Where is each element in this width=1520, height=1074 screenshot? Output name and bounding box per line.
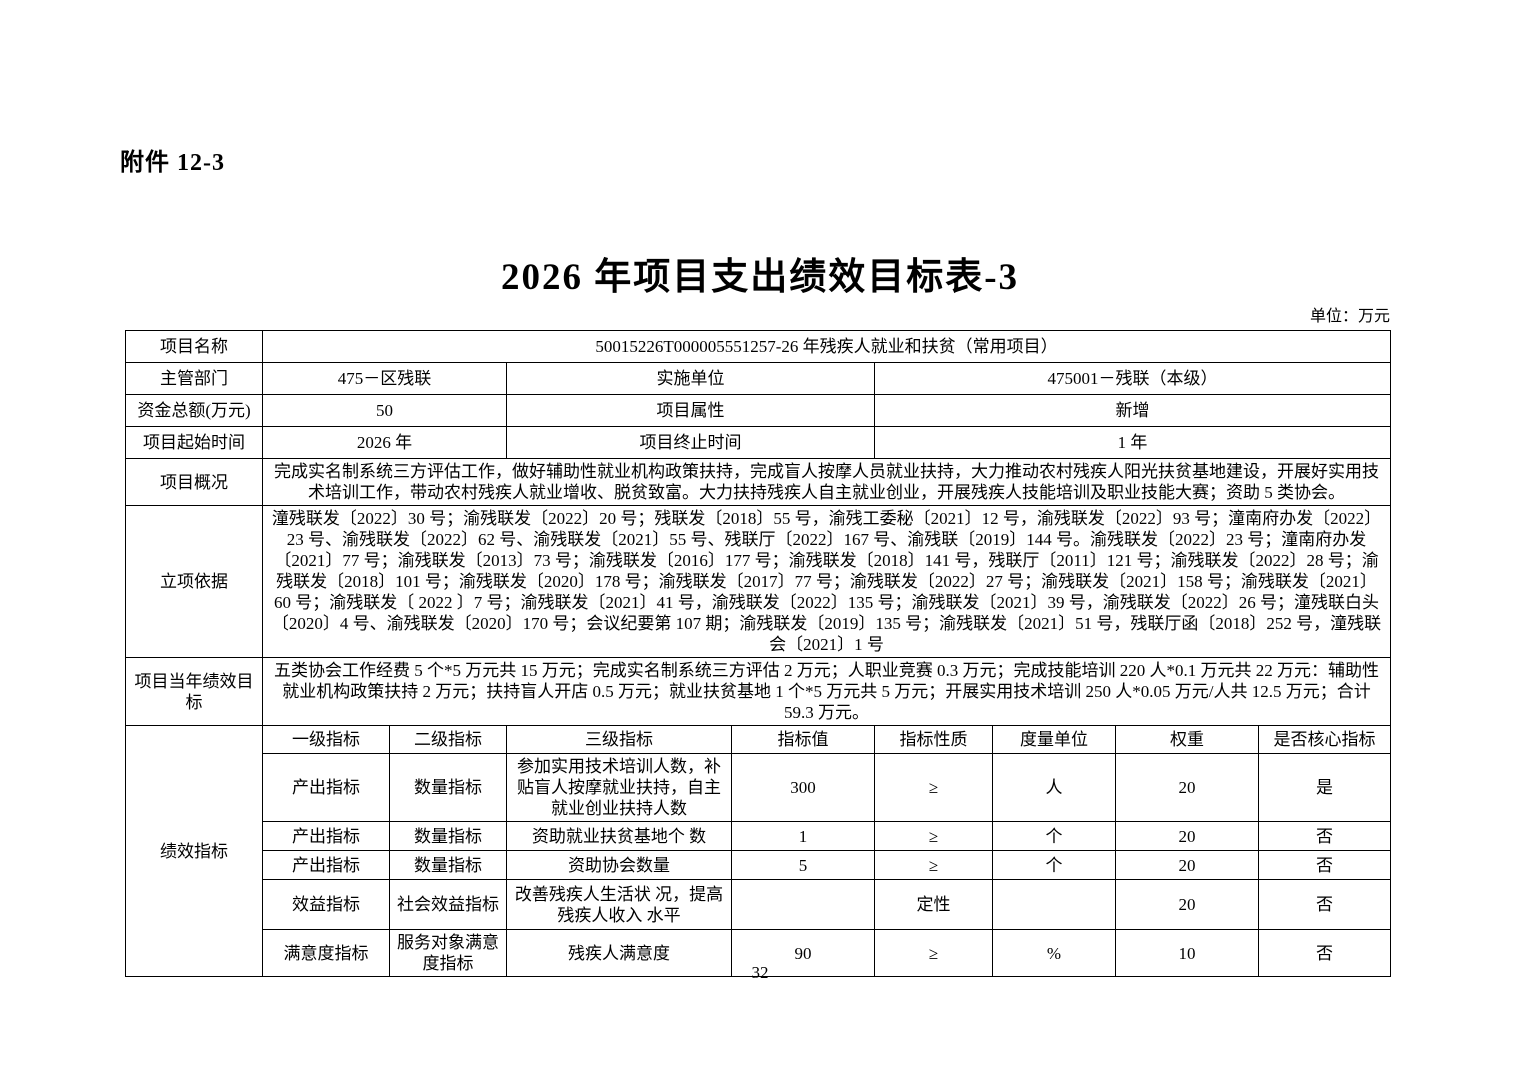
indicator-cell: 产出指标 bbox=[262, 821, 390, 851]
annual-target-text: 五类协会工作经费 5 个*5 万元共 15 万元；完成实名制系统三方评估 2 万… bbox=[261, 657, 1392, 726]
indicator-cell: 服务对象满意度指标 bbox=[389, 929, 507, 977]
indicator-cell: 否 bbox=[1257, 821, 1392, 851]
indicator-header: 一级指标 bbox=[262, 725, 390, 754]
indicator-cell: % bbox=[992, 929, 1116, 977]
project-name-value: 50015226T000005551257-26 年残疾人就业和扶贫（常用项目） bbox=[261, 330, 1392, 363]
indicator-cell: 否 bbox=[1257, 879, 1392, 930]
attachment-label: 附件 12-3 bbox=[120, 150, 225, 176]
indicator-cell: 20 bbox=[1115, 821, 1259, 851]
attr-label: 项目属性 bbox=[506, 394, 875, 427]
indicator-cell: 20 bbox=[1115, 753, 1259, 822]
indicator-cell: 社会效益指标 bbox=[389, 879, 507, 930]
indicator-cell bbox=[731, 879, 875, 930]
table-row: 资金总额(万元) 50 项目属性 新增 bbox=[125, 394, 1392, 427]
project-name-label: 项目名称 bbox=[125, 330, 263, 363]
table-row: 项目当年绩效目标 五类协会工作经费 5 个*5 万元共 15 万元；完成实名制系… bbox=[125, 657, 1392, 726]
indicator-cell: 是 bbox=[1257, 753, 1392, 822]
indicator-cell: 个 bbox=[992, 850, 1116, 880]
indicator-cell: ≥ bbox=[874, 929, 993, 977]
basis-text: 潼残联发〔2022〕30 号；渝残联发〔2022〕20 号；残联发〔2018〕5… bbox=[261, 505, 1392, 658]
indicator-cell: 产出指标 bbox=[262, 850, 390, 880]
indicator-cell: ≥ bbox=[874, 850, 993, 880]
start-time-value: 2026 年 bbox=[262, 426, 507, 459]
dept-value: 475－区残联 bbox=[262, 362, 507, 395]
indicator-cell: 定性 bbox=[874, 879, 993, 930]
annual-target-label: 项目当年绩效目标 bbox=[125, 657, 263, 726]
indicator-cell: 满意度指标 bbox=[262, 929, 390, 977]
indicator-row: 产出指标 数量指标 参加实用技术培训人数，补贴盲人按摩就业扶持，自主就业创业扶持… bbox=[126, 753, 1392, 822]
table-row: 项目概况 完成实名制系统三方评估工作，做好辅助性就业机构政策扶持，完成盲人按摩人… bbox=[125, 458, 1392, 506]
indicator-cell: 个 bbox=[992, 821, 1116, 851]
indicator-cell: 否 bbox=[1257, 929, 1392, 977]
table-row: 项目名称 50015226T000005551257-26 年残疾人就业和扶贫（… bbox=[125, 330, 1392, 363]
indicator-cell: 10 bbox=[1115, 929, 1259, 977]
indicator-cell: 20 bbox=[1115, 850, 1259, 880]
indicator-header: 指标性质 bbox=[874, 725, 993, 754]
indicator-cell: ≥ bbox=[874, 753, 993, 822]
indicator-section-label: 绩效指标 bbox=[125, 725, 263, 977]
indicator-cell: 资助协会数量 bbox=[506, 850, 732, 880]
start-time-label: 项目起始时间 bbox=[125, 426, 263, 459]
indicator-header: 是否核心指标 bbox=[1257, 725, 1392, 754]
indicator-cell: 产出指标 bbox=[262, 753, 390, 822]
unit-note: 单位：万元 bbox=[1309, 308, 1390, 325]
indicator-cell: ≥ bbox=[874, 821, 993, 851]
indicator-cell: 参加实用技术培训人数，补贴盲人按摩就业扶持，自主就业创业扶持人数 bbox=[506, 753, 732, 822]
page-title: 2026 年项目支出绩效目标表-3 bbox=[500, 257, 1020, 298]
end-time-label: 项目终止时间 bbox=[506, 426, 875, 459]
table-row: 立项依据 潼残联发〔2022〕30 号；渝残联发〔2022〕20 号；残联发〔2… bbox=[125, 505, 1392, 658]
attr-value: 新增 bbox=[873, 394, 1392, 427]
overview-label: 项目概况 bbox=[125, 458, 263, 506]
indicator-row: 效益指标 社会效益指标 改善残疾人生活状 况，提高残疾人收入 水平 定性 20 … bbox=[126, 879, 1392, 930]
indicator-header: 指标值 bbox=[731, 725, 875, 754]
table-row: 主管部门 475－区残联 实施单位 475001－残联（本级） bbox=[125, 362, 1392, 395]
indicator-cell: 人 bbox=[992, 753, 1116, 822]
end-time-value: 1 年 bbox=[873, 426, 1392, 459]
indicator-cell: 否 bbox=[1257, 850, 1392, 880]
page-number: 32 bbox=[751, 963, 769, 982]
indicator-cell: 数量指标 bbox=[389, 753, 507, 822]
impl-unit-value: 475001－残联（本级） bbox=[873, 362, 1392, 395]
indicator-header: 三级指标 bbox=[506, 725, 732, 754]
indicator-cell: 资助就业扶贫基地个 数 bbox=[506, 821, 732, 851]
basis-label: 立项依据 bbox=[125, 505, 263, 658]
table-row: 项目起始时间 2026 年 项目终止时间 1 年 bbox=[125, 426, 1392, 459]
indicator-header-row: 绩效指标 一级指标 二级指标 三级指标 指标值 指标性质 度量单位 权重 是否核… bbox=[125, 725, 1392, 977]
indicator-header: 二级指标 bbox=[389, 725, 507, 754]
indicator-cell: 效益指标 bbox=[262, 879, 390, 930]
indicator-cell: 1 bbox=[731, 821, 875, 851]
indicator-cell: 残疾人满意度 bbox=[506, 929, 732, 977]
overview-text: 完成实名制系统三方评估工作，做好辅助性就业机构政策扶持，完成盲人按摩人员就业扶持… bbox=[261, 458, 1392, 506]
indicator-row: 产出指标 数量指标 资助就业扶贫基地个 数 1 ≥ 个 20 否 bbox=[126, 821, 1392, 851]
indicator-row: 满意度指标 服务对象满意度指标 残疾人满意度 90 ≥ % 10 否 bbox=[126, 929, 1392, 977]
indicator-cell: 5 bbox=[731, 850, 875, 880]
indicator-cell: 数量指标 bbox=[389, 821, 507, 851]
total-fund-value: 50 bbox=[262, 394, 507, 427]
indicator-cell: 300 bbox=[731, 753, 875, 822]
indicator-cell: 数量指标 bbox=[389, 850, 507, 880]
indicator-header: 权重 bbox=[1115, 725, 1259, 754]
indicator-cell: 20 bbox=[1115, 879, 1259, 930]
total-fund-label: 资金总额(万元) bbox=[125, 394, 263, 427]
impl-unit-label: 实施单位 bbox=[506, 362, 875, 395]
performance-target-table: 项目名称 50015226T000005551257-26 年残疾人就业和扶贫（… bbox=[125, 330, 1392, 977]
indicator-header: 度量单位 bbox=[992, 725, 1116, 754]
indicator-cell: 改善残疾人生活状 况，提高残疾人收入 水平 bbox=[506, 879, 732, 930]
indicator-row: 产出指标 数量指标 资助协会数量 5 ≥ 个 20 否 bbox=[126, 850, 1392, 880]
indicator-cell bbox=[992, 879, 1116, 930]
dept-label: 主管部门 bbox=[125, 362, 263, 395]
